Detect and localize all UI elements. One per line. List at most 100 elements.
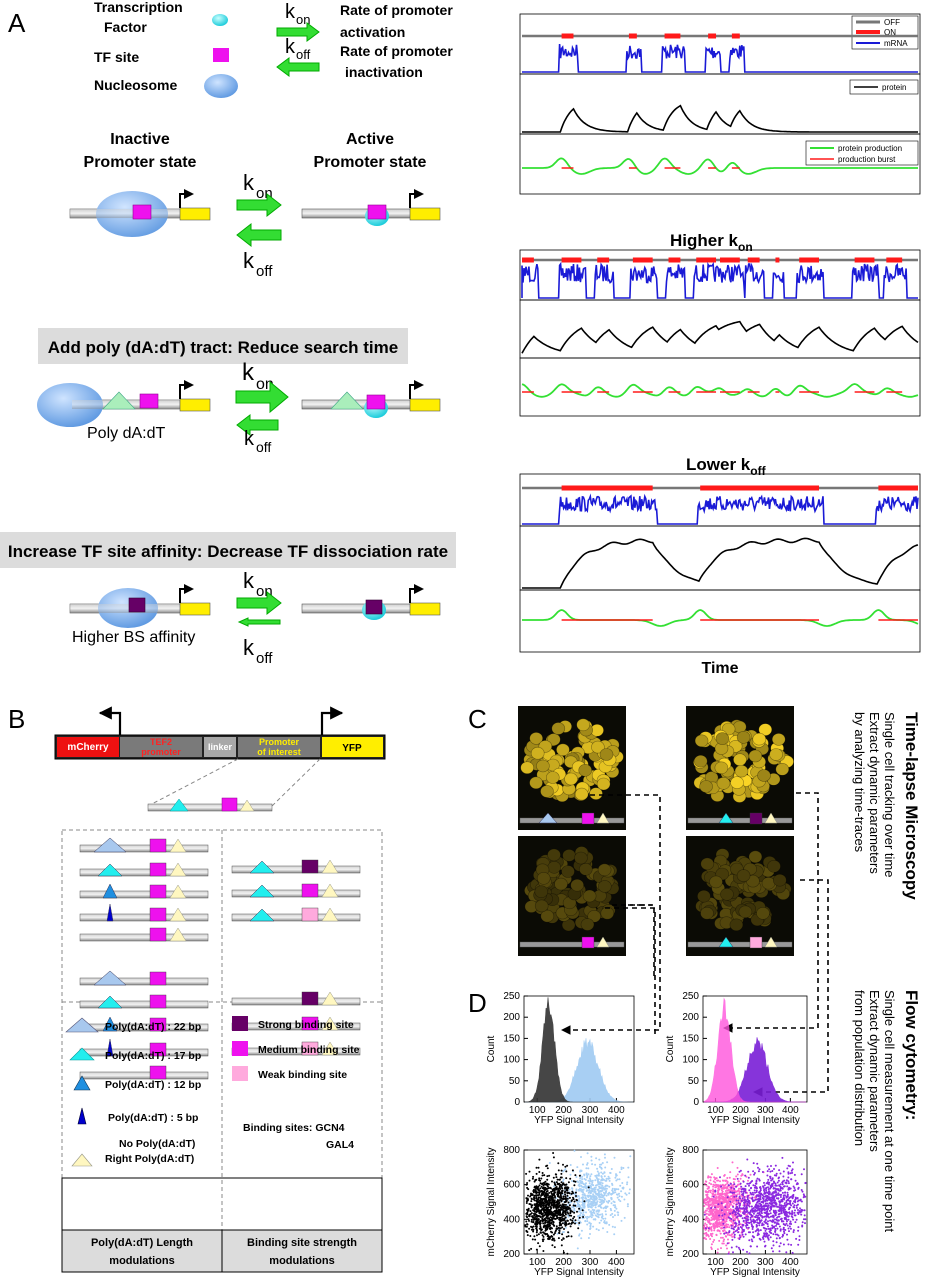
scatter-point xyxy=(557,1194,560,1197)
micrograph-bottom-right xyxy=(686,836,794,956)
scatter-point xyxy=(565,1177,568,1180)
scatter-point xyxy=(712,1240,715,1243)
scatter-point xyxy=(550,1221,553,1224)
scatter-point xyxy=(603,1175,606,1178)
scatter-point xyxy=(736,1166,739,1169)
scatter-point xyxy=(576,1210,578,1213)
scatter-point xyxy=(543,1183,546,1186)
scatter-point xyxy=(729,1171,732,1174)
scatter-point xyxy=(747,1226,750,1229)
scatter-point xyxy=(550,1210,552,1213)
connectors xyxy=(561,792,829,1097)
scatter-point xyxy=(725,1231,728,1234)
scatter-point xyxy=(605,1200,608,1203)
scatter-point xyxy=(532,1191,535,1194)
scatter-point xyxy=(613,1209,616,1212)
panel-label-d: D xyxy=(468,988,487,1018)
scatter-point xyxy=(598,1221,601,1224)
tef2-label-1: TEF2 xyxy=(150,737,172,747)
scatter-point xyxy=(570,1222,573,1225)
scatter-point xyxy=(586,1152,589,1155)
scatter-point xyxy=(556,1178,559,1181)
scatter-point xyxy=(775,1194,778,1197)
scatter-point xyxy=(779,1242,782,1245)
scatter-point xyxy=(765,1228,768,1230)
scatter-point xyxy=(758,1191,760,1194)
x-axis-label: YFP Signal Intensity xyxy=(710,1267,800,1278)
scatter-point xyxy=(789,1220,792,1223)
scatter-point xyxy=(708,1214,711,1217)
y-tick-label: 800 xyxy=(503,1145,520,1156)
scatter-point xyxy=(739,1236,742,1239)
yeast-cell xyxy=(529,732,544,745)
scatter-point xyxy=(764,1232,767,1235)
scatter-point xyxy=(786,1185,789,1188)
scatter-point xyxy=(705,1234,708,1237)
scatter-point xyxy=(580,1156,582,1158)
scatter-point xyxy=(548,1174,551,1177)
scatter-point xyxy=(543,1174,546,1177)
scatter-point xyxy=(542,1240,544,1243)
scatter-point xyxy=(764,1187,767,1190)
y-axis-label: mCherry Signal Intensity xyxy=(665,1148,676,1257)
scatter-point xyxy=(759,1195,762,1198)
scatter-point xyxy=(570,1214,573,1217)
scatter-point xyxy=(718,1195,721,1198)
scatter-point xyxy=(597,1229,600,1232)
koff-arrow-2-icon xyxy=(236,413,279,437)
scatter-point xyxy=(732,1231,735,1234)
scatter-point xyxy=(731,1191,734,1194)
scatter-point xyxy=(799,1199,802,1202)
y-tick-label: 0 xyxy=(514,1097,520,1108)
scatter-point xyxy=(541,1193,544,1196)
scatter-point xyxy=(713,1201,716,1204)
scatter-point xyxy=(778,1193,781,1196)
scatter-point xyxy=(744,1189,747,1192)
koff-legend-k: k xyxy=(285,36,296,58)
scatter-point xyxy=(562,1237,565,1240)
polya-section-title: Add poly (dA:dT) tract: Reduce search ti… xyxy=(48,338,398,357)
scatter-point xyxy=(614,1226,616,1229)
scatter-point xyxy=(534,1213,537,1216)
scatter-point xyxy=(757,1198,760,1201)
scatter-point xyxy=(581,1198,584,1201)
scatter-point xyxy=(733,1187,736,1190)
scatter-point xyxy=(605,1213,607,1216)
scatter-point xyxy=(735,1216,738,1219)
scatter-point xyxy=(733,1178,736,1181)
legend-b: Poly(dA:dT) : 22 bp Poly(dA:dT) : 17 bp … xyxy=(65,1016,360,1167)
scatter-point xyxy=(532,1221,535,1223)
scatter-point xyxy=(613,1201,616,1204)
right-variant-no-polyA xyxy=(231,991,361,1006)
scatter-point xyxy=(728,1234,731,1237)
scatter-point xyxy=(775,1197,778,1200)
scatter-point xyxy=(589,1210,592,1213)
scatter-point xyxy=(587,1208,590,1211)
left-variant-right-poly xyxy=(79,883,209,899)
scatter-point xyxy=(561,1189,563,1192)
scatter-point xyxy=(746,1158,749,1161)
scatter-point xyxy=(737,1183,740,1186)
scatter-point xyxy=(533,1210,536,1213)
scatter-point xyxy=(739,1223,742,1226)
nopoly-label: No Poly(dA:dT) xyxy=(119,1138,195,1150)
scatter-point xyxy=(530,1204,533,1207)
scatter-point xyxy=(563,1218,566,1221)
scatter-point xyxy=(580,1182,583,1185)
scatter-point xyxy=(745,1226,748,1229)
scatter-point xyxy=(736,1229,739,1232)
scatter-point xyxy=(533,1235,536,1238)
scatter-point xyxy=(771,1182,774,1185)
scatter-point xyxy=(557,1195,560,1198)
scatter-point xyxy=(759,1198,762,1201)
scatter-point xyxy=(778,1184,781,1187)
scatter-point xyxy=(766,1223,769,1226)
scatter-point xyxy=(569,1218,572,1221)
scatter-point xyxy=(554,1205,557,1208)
scatter-point xyxy=(611,1212,614,1215)
scatter-point xyxy=(597,1216,600,1219)
scatter-point xyxy=(534,1225,537,1228)
scatter-point xyxy=(605,1190,607,1193)
scatter-point xyxy=(608,1223,611,1226)
scatter-point xyxy=(624,1192,627,1195)
